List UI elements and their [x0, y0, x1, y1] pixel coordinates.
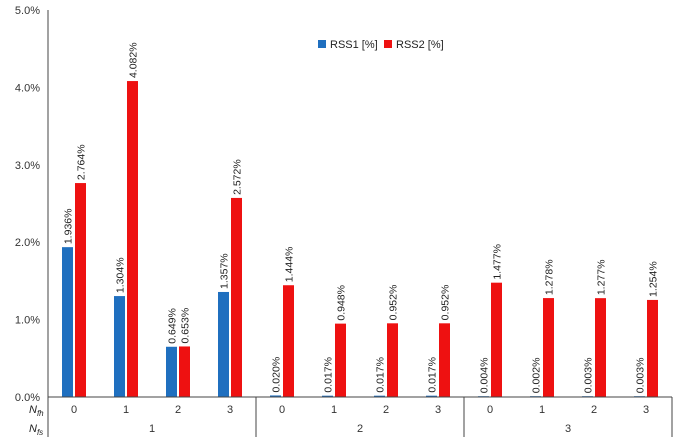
group-label: 2 — [357, 423, 363, 435]
data-labels: 1.936% 1.304% 0.649% 1.357% 0.020% 0.017% 0.01… — [63, 42, 660, 393]
x-tick-label: 3 — [643, 404, 649, 416]
x-tick-label: 0 — [279, 404, 285, 416]
x-tick-label: 2 — [175, 404, 181, 416]
data-label: 1.444% — [284, 247, 296, 283]
y-axis-tick-labels: 0.0% 1.0% 2.0% 3.0% 4.0% 5.0% — [15, 5, 40, 404]
bar-rss2 — [127, 81, 138, 398]
data-label: 0.017% — [427, 357, 439, 393]
bar-rss2 — [491, 282, 502, 397]
data-label: 1.936% — [63, 209, 75, 245]
row-label-nfh: Nfh — [29, 404, 44, 418]
bar-rss2 — [595, 298, 606, 397]
y-tick-label: 0.0% — [15, 392, 40, 404]
group-label: 1 — [149, 423, 155, 435]
bar-rss1 — [62, 247, 73, 397]
data-label: 0.649% — [167, 308, 179, 344]
data-label: 0.017% — [323, 357, 335, 393]
legend: RSS1 [%] RSS2 [%] — [318, 39, 444, 51]
bar-rss1 — [270, 395, 281, 397]
data-label: 0.952% — [440, 285, 452, 321]
axes — [47, 10, 673, 437]
data-label: 2.572% — [232, 159, 244, 195]
bar-rss2 — [543, 298, 554, 397]
bars — [62, 81, 658, 398]
group-label: 3 — [565, 423, 571, 435]
data-label: 0.952% — [388, 285, 400, 321]
x-tick-label: 1 — [123, 404, 129, 416]
x-tick-label: 1 — [539, 404, 545, 416]
bar-rss2 — [231, 197, 242, 397]
legend-label: RSS2 [%] — [396, 39, 444, 51]
data-label: 0.002% — [531, 358, 543, 394]
bar-rss2 — [335, 323, 346, 397]
data-label: 1.304% — [115, 257, 127, 293]
y-tick-label: 2.0% — [15, 237, 40, 249]
data-label: 1.357% — [219, 253, 231, 289]
bar-rss2 — [387, 323, 398, 397]
data-label: 1.477% — [492, 244, 504, 280]
x-axis-tick-labels: 1 2 3 0 1 2 3 0 1 2 3 0 1 2 3 Nfh Nfs — [29, 404, 649, 437]
data-label: 0.020% — [271, 357, 283, 393]
bar-rss1 — [114, 296, 125, 397]
bar-rss2 — [647, 299, 658, 397]
x-tick-label: 1 — [331, 404, 337, 416]
x-tick-label: 2 — [591, 404, 597, 416]
legend-label: RSS1 [%] — [330, 39, 378, 51]
data-label: 0.017% — [375, 357, 387, 393]
bar-rss2 — [439, 323, 450, 397]
bar-rss1 — [374, 395, 385, 397]
bar-rss2 — [283, 285, 294, 397]
bar-rss1 — [322, 395, 333, 397]
x-tick-label: 3 — [227, 404, 233, 416]
x-tick-label: 0 — [487, 404, 493, 416]
data-label: 0.003% — [635, 358, 647, 394]
y-tick-label: 5.0% — [15, 5, 40, 17]
legend-swatch — [318, 40, 326, 48]
data-label: 1.254% — [648, 261, 660, 297]
y-tick-label: 4.0% — [15, 82, 40, 94]
row-label-nfs: Nfs — [29, 423, 43, 437]
bar-rss2 — [179, 346, 190, 397]
data-label: 1.278% — [544, 259, 556, 295]
x-tick-label: 0 — [71, 404, 77, 416]
legend-swatch — [384, 40, 392, 48]
x-tick-label: 2 — [383, 404, 389, 416]
bar-rss1 — [218, 291, 229, 397]
data-label: 1.277% — [596, 260, 608, 296]
bar-rss1 — [426, 395, 437, 397]
bar-rss1 — [166, 346, 177, 397]
data-label: 0.653% — [180, 308, 192, 344]
y-tick-label: 1.0% — [15, 315, 40, 327]
bar-rss2 — [75, 183, 86, 397]
x-tick-label: 3 — [435, 404, 441, 416]
data-label: 0.003% — [583, 358, 595, 394]
data-label: 0.004% — [479, 358, 491, 394]
data-label: 2.764% — [76, 144, 88, 180]
data-label: 4.082% — [128, 42, 140, 78]
data-label: 0.948% — [336, 285, 348, 321]
y-tick-label: 3.0% — [15, 160, 40, 172]
